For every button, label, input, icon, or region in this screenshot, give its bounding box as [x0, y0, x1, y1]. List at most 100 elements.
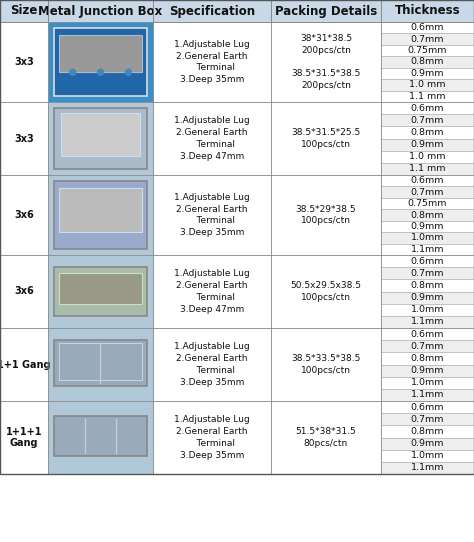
Text: Size: Size [10, 4, 38, 17]
Bar [0, 328, 48, 401]
Text: 1.0 mm: 1.0 mm [409, 152, 446, 162]
Bar [54, 267, 147, 316]
Bar [62, 113, 139, 156]
Circle shape [70, 69, 75, 75]
Bar [0, 102, 48, 175]
Text: 1.1 mm: 1.1 mm [409, 92, 446, 101]
Text: 0.9mm: 0.9mm [411, 222, 444, 231]
Text: 38.5*33.5*38.5
100pcs/ctn: 38.5*33.5*38.5 100pcs/ctn [292, 354, 361, 375]
Bar [381, 232, 474, 243]
Text: 0.6mm: 0.6mm [411, 403, 444, 411]
Text: 0.7mm: 0.7mm [411, 35, 444, 44]
Text: 3x6: 3x6 [14, 287, 34, 296]
Bar [48, 175, 153, 255]
Bar [381, 304, 474, 316]
Bar [48, 22, 153, 102]
Bar [48, 102, 153, 175]
Text: 51.5*38*31.5
80pcs/ctn: 51.5*38*31.5 80pcs/ctn [296, 427, 356, 448]
Text: 1.0mm: 1.0mm [411, 234, 444, 242]
Text: 38.5*29*38.5
100pcs/ctn: 38.5*29*38.5 100pcs/ctn [296, 204, 356, 225]
Bar [54, 108, 147, 169]
Bar [48, 255, 153, 328]
Text: 1.Adjustable Lug
2.General Earth
   Terminal
3.Deep 47mm: 1.Adjustable Lug 2.General Earth Termina… [174, 269, 250, 314]
Bar [381, 328, 474, 340]
Bar [59, 188, 142, 232]
Bar [381, 79, 474, 91]
Bar [153, 0, 271, 22]
Text: 0.6mm: 0.6mm [411, 23, 444, 32]
Bar [381, 186, 474, 198]
Text: 0.6mm: 0.6mm [411, 176, 444, 185]
Text: 1.Adjustable Lug
2.General Earth
   Terminal
3.Deep 47mm: 1.Adjustable Lug 2.General Earth Termina… [174, 117, 250, 160]
Bar [381, 114, 474, 126]
Text: 0.7mm: 0.7mm [411, 415, 444, 424]
Text: 0.9mm: 0.9mm [411, 293, 444, 302]
Bar [381, 340, 474, 352]
Bar [153, 22, 271, 102]
Text: 1.Adjustable Lug
2.General Earth
   Terminal
3.Deep 35mm: 1.Adjustable Lug 2.General Earth Termina… [174, 40, 250, 84]
Bar [0, 22, 48, 102]
Text: 0.8mm: 0.8mm [411, 210, 444, 220]
Bar [0, 0, 48, 22]
Text: 0.8mm: 0.8mm [411, 128, 444, 137]
Text: 0.9mm: 0.9mm [411, 366, 444, 375]
Bar [271, 0, 381, 22]
Bar [0, 401, 48, 474]
Bar [381, 139, 474, 151]
Text: 1.1mm: 1.1mm [411, 390, 444, 399]
Text: 0.8mm: 0.8mm [411, 354, 444, 363]
Text: 0.6mm: 0.6mm [411, 330, 444, 339]
Text: 1+1 Gang: 1+1 Gang [0, 359, 51, 370]
Bar [153, 401, 271, 474]
Text: 0.75mm: 0.75mm [408, 46, 447, 55]
Bar [381, 68, 474, 79]
Bar [271, 255, 381, 328]
Bar [381, 292, 474, 304]
Text: 1+1+1
Gang: 1+1+1 Gang [6, 427, 42, 448]
Bar [381, 126, 474, 139]
Text: Packing Details: Packing Details [275, 4, 377, 17]
Text: 1.0mm: 1.0mm [411, 451, 444, 460]
Bar [381, 425, 474, 437]
Bar [153, 328, 271, 401]
Bar [381, 279, 474, 292]
Text: 0.8mm: 0.8mm [411, 57, 444, 67]
Text: Thickness: Thickness [395, 4, 460, 17]
Text: 0.9mm: 0.9mm [411, 69, 444, 78]
Bar [381, 22, 474, 34]
Text: 1.1mm: 1.1mm [411, 318, 444, 326]
Text: 1.0 mm: 1.0 mm [409, 80, 446, 89]
Text: 0.7mm: 0.7mm [411, 188, 444, 197]
Bar [381, 389, 474, 401]
Bar [153, 175, 271, 255]
Text: 1.0mm: 1.0mm [411, 378, 444, 387]
Bar [381, 163, 474, 175]
Text: 0.9mm: 0.9mm [411, 140, 444, 149]
Bar [381, 34, 474, 45]
Text: 50.5x29.5x38.5
100pcs/ctn: 50.5x29.5x38.5 100pcs/ctn [291, 281, 362, 302]
Bar [59, 343, 142, 380]
Bar [54, 28, 147, 96]
Text: 1.Adjustable Lug
2.General Earth
   Terminal
3.Deep 35mm: 1.Adjustable Lug 2.General Earth Termina… [174, 415, 250, 460]
Text: 1.1mm: 1.1mm [411, 463, 444, 473]
Bar [381, 243, 474, 255]
Text: 1.1mm: 1.1mm [411, 245, 444, 254]
Text: Specification: Specification [169, 4, 255, 17]
Bar [48, 22, 153, 102]
Text: 0.75mm: 0.75mm [408, 199, 447, 208]
Bar [48, 0, 153, 22]
Bar [48, 102, 153, 175]
Bar [381, 91, 474, 102]
Bar [381, 316, 474, 328]
Text: 1.0mm: 1.0mm [411, 305, 444, 314]
Bar [381, 352, 474, 365]
Bar [48, 175, 153, 255]
Bar [54, 416, 147, 456]
Bar [0, 175, 48, 255]
Text: 1.Adjustable Lug
2.General Earth
   Terminal
3.Deep 35mm: 1.Adjustable Lug 2.General Earth Termina… [174, 343, 250, 386]
Bar [271, 328, 381, 401]
Bar [54, 181, 147, 249]
Bar [48, 328, 153, 401]
Bar [59, 35, 142, 72]
Bar [59, 273, 142, 304]
